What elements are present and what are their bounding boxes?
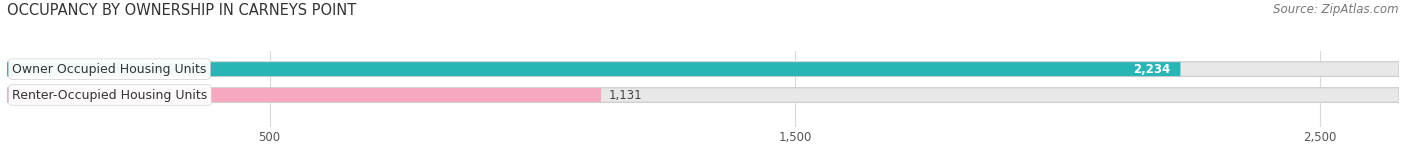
Text: Owner Occupied Housing Units: Owner Occupied Housing Units [13,63,207,76]
Text: Source: ZipAtlas.com: Source: ZipAtlas.com [1274,3,1399,16]
Text: Renter-Occupied Housing Units: Renter-Occupied Housing Units [13,89,208,101]
FancyBboxPatch shape [7,88,1399,102]
Text: 1,131: 1,131 [609,89,643,101]
FancyBboxPatch shape [7,62,1399,76]
Text: 2,234: 2,234 [1133,63,1170,76]
FancyBboxPatch shape [7,62,1181,76]
FancyBboxPatch shape [7,88,602,102]
Text: OCCUPANCY BY OWNERSHIP IN CARNEYS POINT: OCCUPANCY BY OWNERSHIP IN CARNEYS POINT [7,3,356,18]
